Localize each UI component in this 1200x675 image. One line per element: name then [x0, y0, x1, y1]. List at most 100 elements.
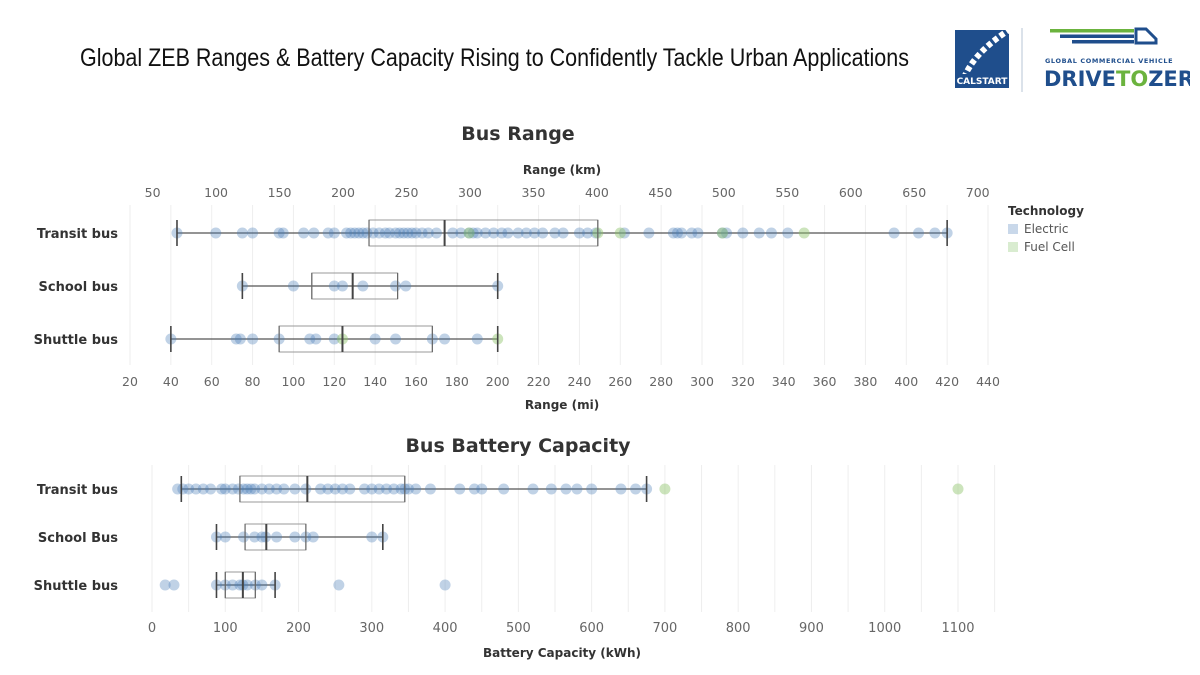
- data-point-electric[interactable]: [422, 227, 434, 239]
- data-point-electric[interactable]: [400, 280, 412, 292]
- data-point-electric[interactable]: [463, 227, 475, 239]
- data-point-electric[interactable]: [357, 227, 369, 239]
- data-point-electric[interactable]: [676, 227, 688, 239]
- data-point-electric[interactable]: [234, 333, 246, 345]
- data-point-electric[interactable]: [512, 227, 524, 239]
- data-point-electric[interactable]: [479, 227, 491, 239]
- data-point-electric[interactable]: [468, 483, 480, 495]
- data-point-electric[interactable]: [929, 227, 941, 239]
- data-point-electric[interactable]: [390, 227, 402, 239]
- data-point-electric[interactable]: [271, 483, 283, 495]
- data-point-electric[interactable]: [765, 227, 777, 239]
- data-point-electric[interactable]: [349, 227, 361, 239]
- data-point-electric[interactable]: [289, 531, 301, 543]
- data-point-electric[interactable]: [667, 227, 679, 239]
- data-point-electric[interactable]: [545, 483, 557, 495]
- data-point-electric[interactable]: [256, 579, 268, 591]
- data-point-electric[interactable]: [245, 483, 257, 495]
- data-point-electric[interactable]: [227, 483, 239, 495]
- data-point-electric[interactable]: [168, 579, 180, 591]
- data-point-electric[interactable]: [341, 227, 353, 239]
- data-point-electric[interactable]: [159, 579, 171, 591]
- data-point-electric[interactable]: [394, 227, 406, 239]
- data-point-electric[interactable]: [402, 483, 414, 495]
- data-point-electric[interactable]: [380, 483, 392, 495]
- data-point-electric[interactable]: [230, 333, 242, 345]
- data-point-electric[interactable]: [692, 227, 704, 239]
- data-point-electric[interactable]: [361, 227, 373, 239]
- data-point-electric[interactable]: [263, 483, 275, 495]
- data-point-electric[interactable]: [502, 227, 514, 239]
- data-point-electric[interactable]: [390, 333, 402, 345]
- data-point-electric[interactable]: [328, 227, 340, 239]
- data-point-electric[interactable]: [247, 227, 259, 239]
- data-point-electric[interactable]: [310, 333, 322, 345]
- data-point-electric[interactable]: [454, 483, 466, 495]
- data-point-electric[interactable]: [344, 483, 356, 495]
- data-point-electric[interactable]: [630, 483, 642, 495]
- data-point-electric[interactable]: [557, 227, 569, 239]
- data-point-electric[interactable]: [177, 483, 189, 495]
- data-point-electric[interactable]: [410, 227, 422, 239]
- data-point-electric[interactable]: [366, 531, 378, 543]
- data-point-electric[interactable]: [618, 227, 630, 239]
- data-point-electric[interactable]: [289, 483, 301, 495]
- data-point-electric[interactable]: [241, 579, 253, 591]
- data-point-electric[interactable]: [278, 483, 290, 495]
- data-point-electric[interactable]: [439, 579, 451, 591]
- data-point-electric[interactable]: [277, 227, 289, 239]
- data-point-electric[interactable]: [476, 483, 488, 495]
- data-point-electric[interactable]: [183, 483, 195, 495]
- data-point-electric[interactable]: [753, 227, 765, 239]
- data-point-electric[interactable]: [353, 227, 365, 239]
- data-point-electric[interactable]: [232, 483, 244, 495]
- data-point-electric[interactable]: [197, 483, 209, 495]
- data-point-electric[interactable]: [308, 227, 320, 239]
- data-point-electric[interactable]: [573, 227, 585, 239]
- data-point-electric[interactable]: [304, 333, 316, 345]
- data-point-electric[interactable]: [271, 531, 283, 543]
- data-point-electric[interactable]: [383, 227, 395, 239]
- data-point-electric[interactable]: [527, 483, 539, 495]
- data-point-electric[interactable]: [467, 227, 479, 239]
- data-point-electric[interactable]: [888, 227, 900, 239]
- data-point-electric[interactable]: [390, 280, 402, 292]
- data-point-electric[interactable]: [615, 483, 627, 495]
- data-point-electric[interactable]: [528, 227, 540, 239]
- data-point-electric[interactable]: [369, 333, 381, 345]
- data-point-electric[interactable]: [219, 483, 231, 495]
- data-point-electric[interactable]: [582, 227, 594, 239]
- data-point-electric[interactable]: [205, 483, 217, 495]
- data-point-electric[interactable]: [520, 227, 532, 239]
- data-point-electric[interactable]: [273, 227, 285, 239]
- data-point-electric[interactable]: [315, 483, 327, 495]
- data-point-electric[interactable]: [424, 483, 436, 495]
- data-point-electric[interactable]: [256, 483, 268, 495]
- data-point-electric[interactable]: [357, 280, 369, 292]
- data-point-electric[interactable]: [298, 227, 310, 239]
- data-point-electric[interactable]: [471, 333, 483, 345]
- data-point-electric[interactable]: [737, 227, 749, 239]
- data-point-electric[interactable]: [498, 483, 510, 495]
- data-point-electric[interactable]: [172, 483, 184, 495]
- data-point-electric[interactable]: [590, 227, 602, 239]
- data-point-electric[interactable]: [496, 227, 508, 239]
- data-point-electric[interactable]: [190, 483, 202, 495]
- data-point-electric[interactable]: [227, 579, 239, 591]
- data-point-electric[interactable]: [402, 227, 414, 239]
- data-point-fuel-cell[interactable]: [716, 227, 728, 239]
- data-point-electric[interactable]: [455, 227, 467, 239]
- data-point-electric[interactable]: [367, 227, 379, 239]
- data-point-electric[interactable]: [395, 483, 407, 495]
- data-point-electric[interactable]: [439, 333, 451, 345]
- data-point-electric[interactable]: [379, 227, 391, 239]
- data-point-electric[interactable]: [307, 531, 319, 543]
- data-point-electric[interactable]: [328, 280, 340, 292]
- data-point-electric[interactable]: [471, 227, 483, 239]
- data-point-electric[interactable]: [219, 531, 231, 543]
- data-point-electric[interactable]: [210, 227, 222, 239]
- data-point-electric[interactable]: [488, 227, 500, 239]
- data-point-electric[interactable]: [410, 483, 422, 495]
- data-point-electric[interactable]: [358, 483, 370, 495]
- data-point-electric[interactable]: [447, 227, 459, 239]
